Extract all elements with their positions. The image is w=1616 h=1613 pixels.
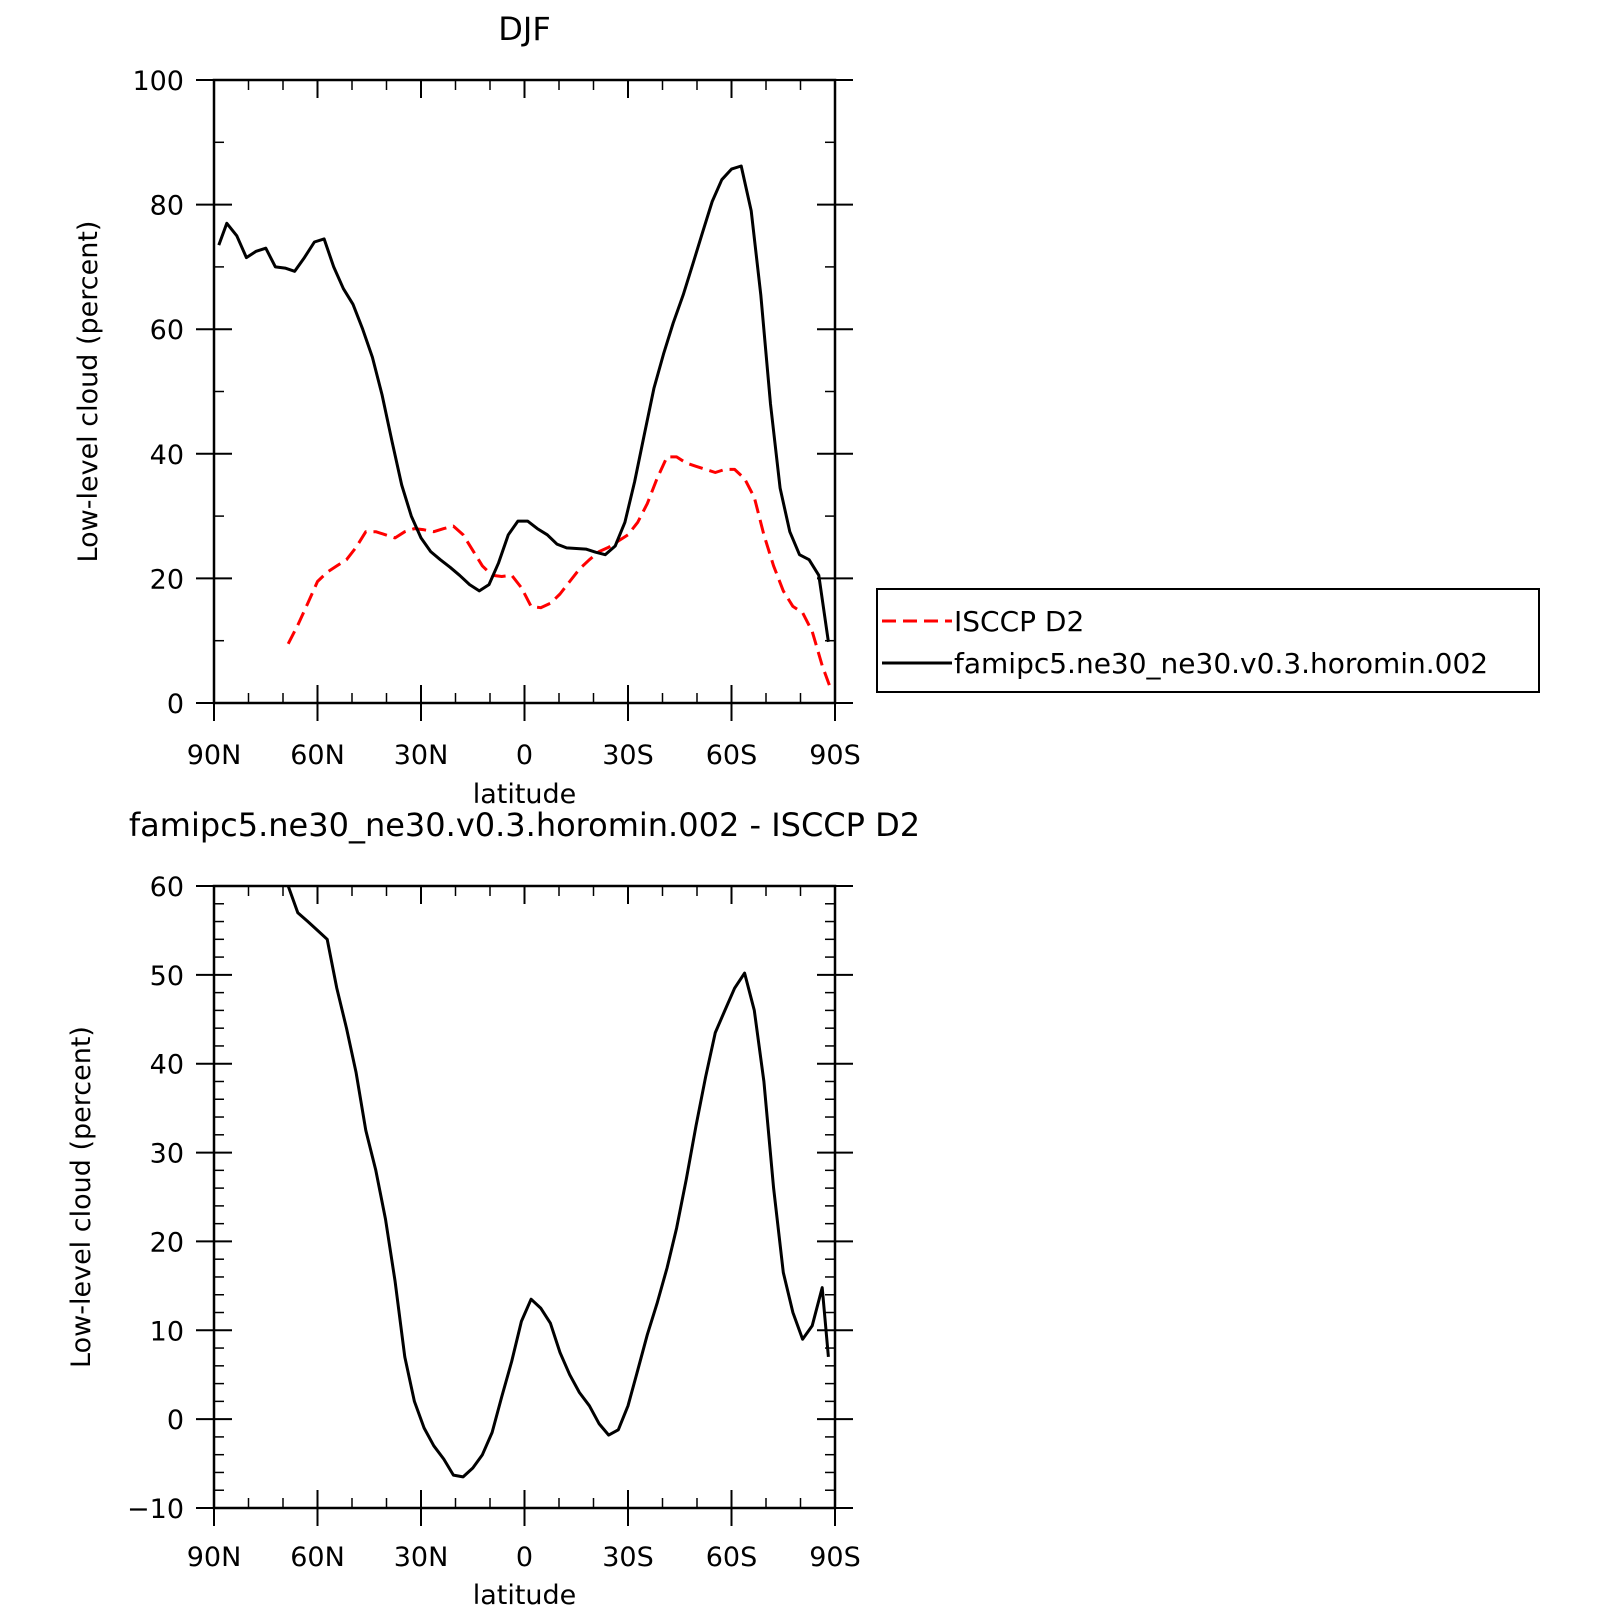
chart-difference: famipc5.ne30_ne30.v0.3.horomin.002 - ISC… <box>66 806 920 1611</box>
chart-title: DJF <box>498 10 550 48</box>
series-line-2 <box>217 164 830 643</box>
series-line-1 <box>286 886 830 1479</box>
y-tick-label: 10 <box>150 1316 184 1347</box>
x-tick-label: 0 <box>516 740 533 771</box>
x-tick-label: 90S <box>809 1542 861 1573</box>
x-axis-label: latitude <box>473 1580 577 1611</box>
y-tick-label: 100 <box>132 66 184 97</box>
x-tick-label: 60S <box>706 1542 758 1573</box>
y-tick-label: 60 <box>150 872 184 903</box>
y-tick-label: 20 <box>150 564 184 595</box>
plot-area <box>217 164 832 688</box>
x-tick-label: 30S <box>602 1542 654 1573</box>
legend-label-1: ISCCP D2 <box>954 605 1084 638</box>
chart-title: famipc5.ne30_ne30.v0.3.horomin.002 - ISC… <box>129 806 920 844</box>
x-tick-label: 60N <box>290 1542 345 1573</box>
legend-label-2: famipc5.ne30_ne30.v0.3.horomin.002 <box>954 647 1488 680</box>
chart-djf: DJF 90N 60N 30N 0 30S 60S 90S 0 20 40 60 80 100 latitu… <box>73 10 1540 810</box>
x-tick-label: 60S <box>706 740 758 771</box>
x-tick-label: 0 <box>516 1542 533 1573</box>
legend-box <box>876 588 1540 693</box>
y-tick-label: 40 <box>150 440 184 471</box>
x-tick-label: 30N <box>394 1542 449 1573</box>
y-tick-label: 80 <box>150 191 184 222</box>
y-axis-label: Low-level cloud (percent) <box>66 1026 97 1368</box>
plot-frame <box>212 884 837 1510</box>
y-tick-label: 40 <box>150 1050 184 1081</box>
plot-frame <box>212 78 837 705</box>
x-tick-label: 90S <box>809 740 861 771</box>
plot-area <box>286 886 830 1479</box>
x-tick-label: 30N <box>394 740 449 771</box>
x-tick-label: 90N <box>187 740 242 771</box>
y-tick-label: 60 <box>150 315 184 346</box>
x-tick-label: 90N <box>187 1542 242 1573</box>
y-tick-label: 30 <box>150 1139 184 1170</box>
y-axis-label: Low-level cloud (percent) <box>73 221 104 563</box>
y-tick-label: 0 <box>167 1405 184 1436</box>
legend: ISCCP D2 famipc5.ne30_ne30.v0.3.horomin.0… <box>876 588 1540 693</box>
x-tick-label: 60N <box>290 740 345 771</box>
y-tick-label: 50 <box>150 961 184 992</box>
y-tick-label: −10 <box>127 1494 184 1525</box>
series-line-1 <box>286 455 832 688</box>
x-axis-label: latitude <box>473 779 577 810</box>
y-tick-label: 20 <box>150 1227 184 1258</box>
x-tick-label: 30S <box>602 740 654 771</box>
y-tick-label: 0 <box>167 689 184 720</box>
